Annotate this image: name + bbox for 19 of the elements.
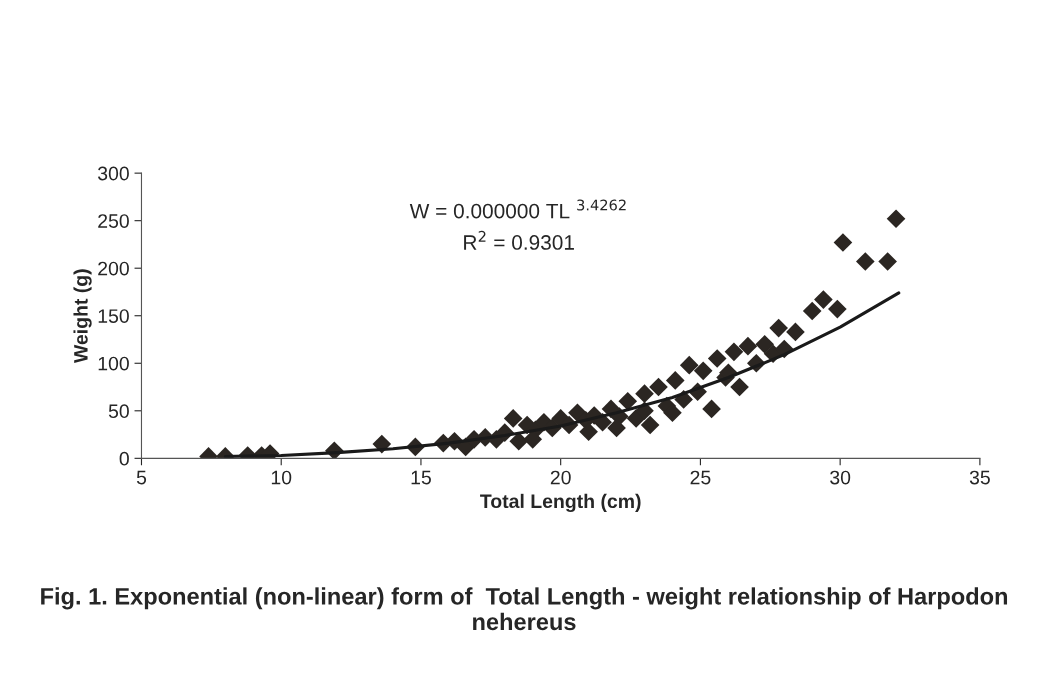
x-tick-label: 5 <box>136 470 147 485</box>
text: Fig. 1. Exponential (non-linear) form of Total Length - weight relationship of Harpodon nehereus <box>41 587 1008 631</box>
y-axis-title: Weight (g) <box>73 269 92 364</box>
y-tick-label: 0 <box>119 451 129 466</box>
x-tick-label: 20 <box>550 470 571 485</box>
annotation: R$^{2}$ = 0.9301 <box>464 230 574 250</box>
y-tick-label: 250 <box>98 214 129 228</box>
x-tick-label: 15 <box>411 470 431 485</box>
y-tick-label: 100 <box>98 356 129 371</box>
x-tick-label: 30 <box>830 470 851 485</box>
annotation: W = 0.000000 TL $^{3.4262}$ <box>409 199 626 219</box>
y-tick-label: 50 <box>108 404 129 419</box>
x-axis-title: Total Length (cm) <box>480 493 641 513</box>
y-tick-label: 200 <box>98 261 129 276</box>
y-tick-label: 300 <box>97 166 129 181</box>
y-tick-label: 150 <box>98 309 129 323</box>
x-tick-label: 10 <box>271 470 292 485</box>
x-tick-label: 25 <box>690 470 711 485</box>
x-tick-label: 35 <box>969 470 990 485</box>
